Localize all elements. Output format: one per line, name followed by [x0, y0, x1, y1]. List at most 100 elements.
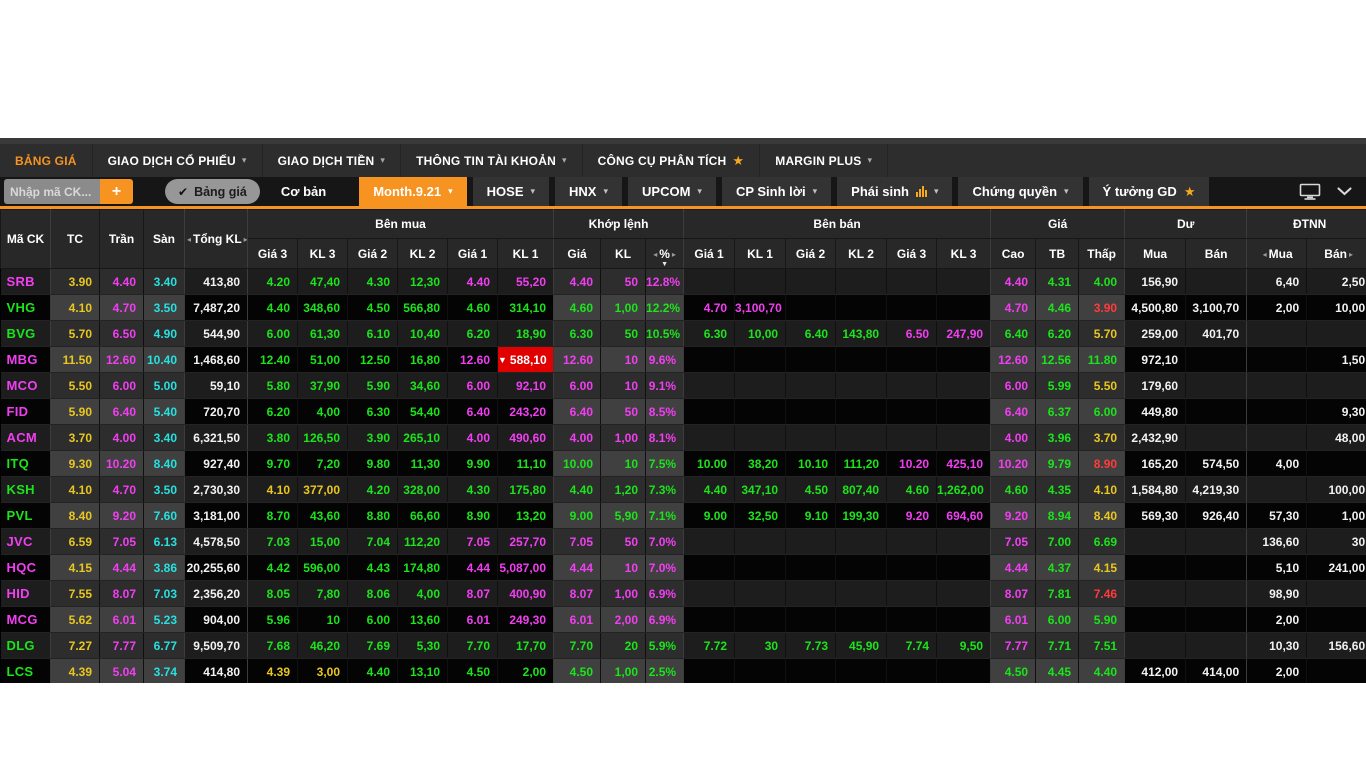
tab-chung-quyen[interactable]: Chứng quyền▾ [958, 177, 1082, 206]
cell-m_gia: 7.70 [554, 633, 601, 659]
table-row-lcs[interactable]: LCS4.395.043.74414,804.393,004.4013,104.… [1, 659, 1366, 684]
table-row-pvl[interactable]: PVL8.409.207.603,181,008.7043,608.8066,6… [1, 503, 1366, 529]
nav-item-cong-cu-phan-tich[interactable]: CÔNG CỤ PHÂN TÍCH★ [583, 144, 761, 177]
ticker-cell[interactable]: KSH [1, 477, 51, 503]
cell-nn_mua: 2,00 [1247, 295, 1307, 321]
cell-b_g2: 4.43 [348, 555, 398, 581]
display-monitor-icon[interactable] [1299, 183, 1321, 200]
column-header-tnn-mua[interactable]: ◂Mua [1247, 239, 1307, 269]
cell-nn_ban [1307, 451, 1366, 477]
column-header-ben-mua-gia-1[interactable]: Giá 1 [448, 239, 498, 269]
cell-tb: 7.00 [1036, 529, 1079, 555]
left-sort-arrow-icon[interactable]: ◂ [653, 250, 657, 259]
cell-s_g2 [786, 269, 836, 295]
column-header-ben-mua-gia-3[interactable]: Giá 3 [248, 239, 298, 269]
ticker-cell[interactable]: HQC [1, 555, 51, 581]
column-header-ben-ban-gia-2[interactable]: Giá 2 [786, 239, 836, 269]
left-sort-arrow-icon[interactable]: ◂ [1263, 250, 1267, 259]
column-header-gia-tb[interactable]: TB [1036, 239, 1079, 269]
tab-upcom[interactable]: UPCOM▾ [628, 177, 716, 206]
tab-y-tuong-gd[interactable]: Ý tưởng GD★ [1089, 177, 1210, 206]
table-row-ksh[interactable]: KSH4.104.703.502,730,304.10377,004.20328… [1, 477, 1366, 503]
period-dropdown[interactable]: Month.9.21 ▾ [359, 177, 466, 206]
column-group-gia: Giá [991, 210, 1125, 239]
column-header-gia-cao[interactable]: Cao [991, 239, 1036, 269]
search-input[interactable] [4, 179, 100, 204]
ticker-cell[interactable]: BVG [1, 321, 51, 347]
cell-b_k3: 7,80 [298, 581, 348, 607]
ticker-cell[interactable]: MCO [1, 373, 51, 399]
column-header-ben-mua-gia-2[interactable]: Giá 2 [348, 239, 398, 269]
column-header-ma-ck[interactable]: Mã CK [1, 210, 51, 269]
cell-s_g2 [786, 529, 836, 555]
table-row-mco[interactable]: MCO5.506.005.0059,105.8037,905.9034,606.… [1, 373, 1366, 399]
left-sort-arrow-icon[interactable]: ◂ [187, 235, 191, 244]
column-header-khop-lenh-gia[interactable]: Giá [554, 239, 601, 269]
cell-b_g3: 4.40 [248, 295, 298, 321]
table-row-dlg[interactable]: DLG7.277.776.779,509,707.6846,207.695,30… [1, 633, 1366, 659]
table-row-vhg[interactable]: VHG4.104.703.507,487,204.40348,604.50566… [1, 295, 1366, 321]
table-row-srb[interactable]: SRB3.904.403.40413,804.2047,404.3012,304… [1, 269, 1366, 295]
ticker-cell[interactable]: FID [1, 399, 51, 425]
nav-item-margin-plus[interactable]: MARGIN PLUS▾ [760, 144, 888, 177]
nav-item-bang-gia[interactable]: BẢNG GIÁ [0, 144, 93, 177]
ticker-cell[interactable]: SRB [1, 269, 51, 295]
table-row-hid[interactable]: HID7.558.077.032,356,208.057,808.064,008… [1, 581, 1366, 607]
column-header-ben-mua-kl-1[interactable]: KL 1 [498, 239, 554, 269]
ticker-cell[interactable]: HID [1, 581, 51, 607]
column-header-tc[interactable]: TC [51, 210, 100, 269]
table-row-mbg[interactable]: MBG11.5012.6010.401,468,6012.4051,0012.5… [1, 347, 1366, 373]
cell-m_kl: 2,00 [601, 607, 646, 633]
ticker-cell[interactable]: ACM [1, 425, 51, 451]
ticker-cell[interactable]: DLG [1, 633, 51, 659]
column-header-san[interactable]: Sàn [144, 210, 185, 269]
column-header-ben-ban-kl-3[interactable]: KL 3 [937, 239, 991, 269]
tab-hnx[interactable]: HNX▾ [555, 177, 622, 206]
table-row-fid[interactable]: FID5.906.405.40720,706.204,006.3054,406.… [1, 399, 1366, 425]
tab-cp-sinh-loi[interactable]: CP Sinh lời▾ [722, 177, 831, 206]
column-header-ben-ban-gia-3[interactable]: Giá 3 [887, 239, 937, 269]
column-header-tong-kl[interactable]: ◂Tổng KL▸ [185, 210, 248, 269]
column-header-ben-ban-gia-1[interactable]: Giá 1 [684, 239, 735, 269]
ticker-cell[interactable]: VHG [1, 295, 51, 321]
ticker-cell[interactable]: MBG [1, 347, 51, 373]
column-header-du-ban[interactable]: Bán [1186, 239, 1247, 269]
table-row-mcg[interactable]: MCG5.626.015.23904,005.96106.0013,606.01… [1, 607, 1366, 633]
nav-item-label: MARGIN PLUS [775, 154, 861, 168]
nav-item-giao-dich-tien[interactable]: GIAO DỊCH TIỀN▾ [263, 144, 402, 177]
column-header-du-mua[interactable]: Mua [1125, 239, 1186, 269]
column-header-tnn-ban[interactable]: Bán▸ [1307, 239, 1366, 269]
right-sort-arrow-icon[interactable]: ▸ [672, 250, 676, 259]
column-header-ben-mua-kl-2[interactable]: KL 2 [398, 239, 448, 269]
cell-b_k1: 92,10 [498, 373, 554, 399]
column-header-ben-mua-kl-3[interactable]: KL 3 [298, 239, 348, 269]
table-row-bvg[interactable]: BVG5.706.504.90544,906.0061,306.1010,406… [1, 321, 1366, 347]
ticker-cell[interactable]: MCG [1, 607, 51, 633]
ticker-cell[interactable]: ITQ [1, 451, 51, 477]
table-row-acm[interactable]: ACM3.704.003.406,321,503.80126,503.90265… [1, 425, 1366, 451]
column-header-khop-lenh-[interactable]: ◂%▸▼ [646, 239, 684, 269]
view-toggle-bang-gia[interactable]: ✔ Bảng giá [165, 179, 260, 204]
collapse-toolbar-chevron-icon[interactable] [1337, 187, 1352, 196]
column-header-gia-thap[interactable]: Thấp [1079, 239, 1125, 269]
column-header-khop-lenh-kl[interactable]: KL [601, 239, 646, 269]
tab-hose[interactable]: HOSE▾ [473, 177, 549, 206]
table-row-hqc[interactable]: HQC4.154.443.8620,255,604.42596,004.4317… [1, 555, 1366, 581]
add-ticker-button[interactable]: + [100, 179, 133, 204]
ticker-cell[interactable]: JVC [1, 529, 51, 555]
index-strip-fragment: 25.255.200 CP 565.900 TỶ [860, 138, 993, 141]
right-sort-arrow-icon[interactable]: ▸ [1349, 250, 1353, 259]
nav-item-giao-dich-co-phieu[interactable]: GIAO DỊCH CỔ PHIẾU▾ [93, 144, 263, 177]
cell-m_pct: 5.9% [646, 633, 684, 659]
view-co-ban-button[interactable]: Cơ bản [267, 184, 340, 199]
ticker-cell[interactable]: PVL [1, 503, 51, 529]
column-header-ben-ban-kl-1[interactable]: KL 1 [735, 239, 786, 269]
tab-phai-sinh[interactable]: Phái sinh▾ [837, 177, 952, 206]
table-row-jvc[interactable]: JVC6.597.056.134,578,507.0315,007.04112,… [1, 529, 1366, 555]
tab-label: UPCOM [642, 184, 690, 199]
column-header-tran[interactable]: Trần [100, 210, 144, 269]
ticker-cell[interactable]: LCS [1, 659, 51, 684]
table-row-itq[interactable]: ITQ9.3010.208.40927,409.707,209.8011,309… [1, 451, 1366, 477]
column-header-ben-ban-kl-2[interactable]: KL 2 [836, 239, 887, 269]
nav-item-thong-tin-tai-khoan[interactable]: THÔNG TIN TÀI KHOẢN▾ [401, 144, 583, 177]
